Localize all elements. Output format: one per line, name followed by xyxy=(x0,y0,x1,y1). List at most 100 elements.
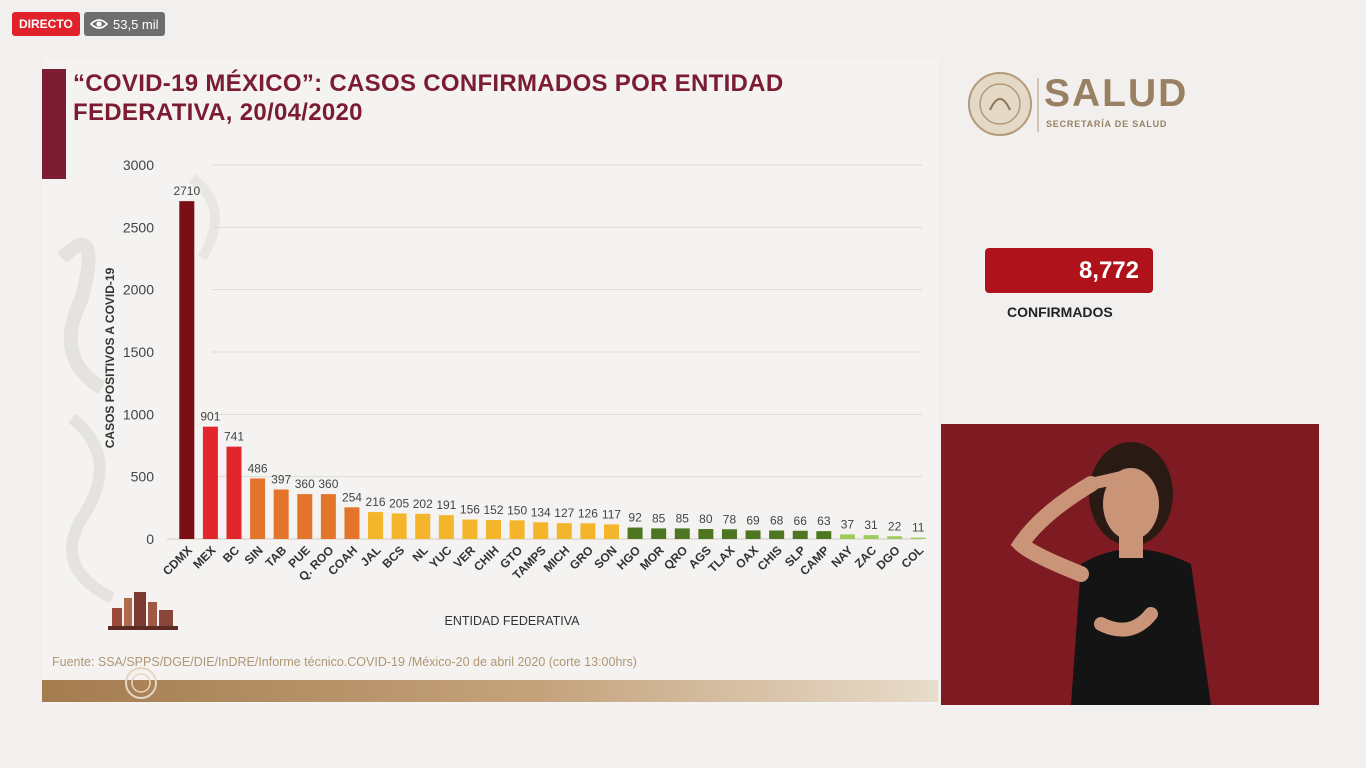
y-tick-label: 500 xyxy=(131,469,155,485)
data-label: 63 xyxy=(817,514,831,528)
title-accent-bar xyxy=(42,69,66,179)
x-tick-label: MEX xyxy=(190,543,218,571)
x-tick-label: ZAC xyxy=(852,543,880,571)
presentation-slide: “COVID-19 MÉXICO”: CASOS CONFIRMADOS POR… xyxy=(42,58,938,704)
bar xyxy=(816,531,832,539)
seal-icon xyxy=(125,667,157,699)
data-label: 117 xyxy=(602,507,621,521)
data-label: 126 xyxy=(578,506,598,520)
bar xyxy=(792,530,808,539)
bar xyxy=(887,536,903,539)
x-axis-title: ENTIDAD FEDERATIVA xyxy=(445,614,581,628)
data-label: 191 xyxy=(436,498,456,512)
sign-language-interpreter-video xyxy=(941,424,1319,705)
x-tick-label: CHIS xyxy=(755,543,785,573)
x-tick-label: YUC xyxy=(427,543,455,571)
bar xyxy=(415,513,431,539)
bar xyxy=(320,494,336,539)
bar xyxy=(674,528,690,539)
background-pattern xyxy=(57,174,220,604)
bar xyxy=(509,520,525,539)
data-label: 202 xyxy=(413,497,433,511)
bar-chart: 0 500 1000 1500 2000 2500 3000 2710 CDMX 901 MEX 74… xyxy=(103,157,927,628)
slide-title-line1: “COVID-19 MÉXICO”: CASOS CONFIRMADOS POR… xyxy=(73,70,784,97)
bar xyxy=(344,507,360,539)
data-label: 156 xyxy=(460,503,480,517)
y-tick-label: 1500 xyxy=(123,344,154,360)
x-tick-label: GRO xyxy=(567,543,596,572)
bar xyxy=(698,529,714,539)
data-label: 31 xyxy=(864,518,878,532)
x-tick-label: SIN xyxy=(242,543,266,567)
data-label: 397 xyxy=(271,473,291,487)
data-label: 92 xyxy=(628,511,642,525)
data-label: 66 xyxy=(794,514,808,528)
x-tick-label: TAB xyxy=(263,543,290,570)
x-tick-label: BC xyxy=(220,543,242,565)
x-tick-label: HGO xyxy=(614,543,643,572)
bar xyxy=(179,201,195,540)
data-label: 127 xyxy=(554,506,574,520)
bar xyxy=(721,529,737,539)
y-tick-label: 2000 xyxy=(123,282,154,298)
bar xyxy=(438,515,454,539)
data-label: 85 xyxy=(652,511,666,525)
data-label: 150 xyxy=(507,503,527,517)
bar xyxy=(651,528,667,539)
salud-seal-icon xyxy=(968,72,1039,136)
town-illustration-icon xyxy=(108,592,178,630)
data-label: 78 xyxy=(723,512,737,526)
total-confirmed-value: 8,772 xyxy=(985,248,1153,293)
logo-subtitle: SECRETARÍA DE SALUD xyxy=(1046,119,1168,129)
data-label: 11 xyxy=(912,521,925,535)
bar xyxy=(273,489,289,539)
bar xyxy=(226,446,242,539)
data-label: 152 xyxy=(484,503,504,517)
viewer-count: 53,5 mil xyxy=(84,12,165,36)
x-tick-label: CDMX xyxy=(160,543,195,578)
bar xyxy=(533,522,549,539)
bar xyxy=(391,513,407,539)
x-tick-label: BCS xyxy=(379,543,407,571)
bar xyxy=(910,537,926,539)
x-tick-label: QRO xyxy=(661,543,690,572)
logo-name: SALUD xyxy=(1044,72,1189,115)
data-label: 205 xyxy=(389,496,409,510)
data-label: 134 xyxy=(531,505,551,519)
bar xyxy=(486,520,502,539)
bar xyxy=(202,426,218,539)
data-label: 486 xyxy=(248,461,268,475)
x-tick-label: MOR xyxy=(637,543,667,573)
x-tick-label: TLAX xyxy=(706,543,738,575)
data-label: 37 xyxy=(841,517,855,531)
x-tick-label: COL xyxy=(899,543,927,571)
data-label: 2710 xyxy=(173,184,200,198)
bar xyxy=(368,512,384,539)
x-tick-label: JAL xyxy=(358,543,384,569)
bar xyxy=(839,534,855,539)
x-tick-label: SON xyxy=(591,543,619,571)
data-label: 360 xyxy=(318,477,338,491)
source-note: Fuente: SSA/SPPS/DGE/DIE/InDRE/Informe t… xyxy=(52,655,637,669)
total-confirmed-label: CONFIRMADOS xyxy=(1007,304,1113,320)
x-tick-label: CHIH xyxy=(471,543,502,574)
data-label: 85 xyxy=(676,511,690,525)
data-label: 22 xyxy=(888,519,902,533)
bar xyxy=(745,530,761,539)
bar xyxy=(250,478,266,539)
live-badge: DIRECTO xyxy=(12,12,80,36)
y-tick-label: 3000 xyxy=(123,157,154,173)
bar xyxy=(297,494,313,539)
y-tick-label: 0 xyxy=(146,531,154,547)
y-tick-label: 2500 xyxy=(123,219,154,235)
y-axis-title: CASOS POSITIVOS A COVID-19 xyxy=(103,267,117,448)
slide-title-line2: FEDERATIVA, 20/04/2020 xyxy=(73,99,363,126)
slide-title: “COVID-19 MÉXICO”: CASOS CONFIRMADOS POR… xyxy=(73,69,913,127)
data-label: 901 xyxy=(200,410,220,424)
data-label: 360 xyxy=(295,477,315,491)
bar xyxy=(556,523,572,539)
bar xyxy=(580,523,596,539)
bar xyxy=(462,519,478,539)
data-label: 68 xyxy=(770,514,784,528)
data-label: 254 xyxy=(342,490,362,504)
